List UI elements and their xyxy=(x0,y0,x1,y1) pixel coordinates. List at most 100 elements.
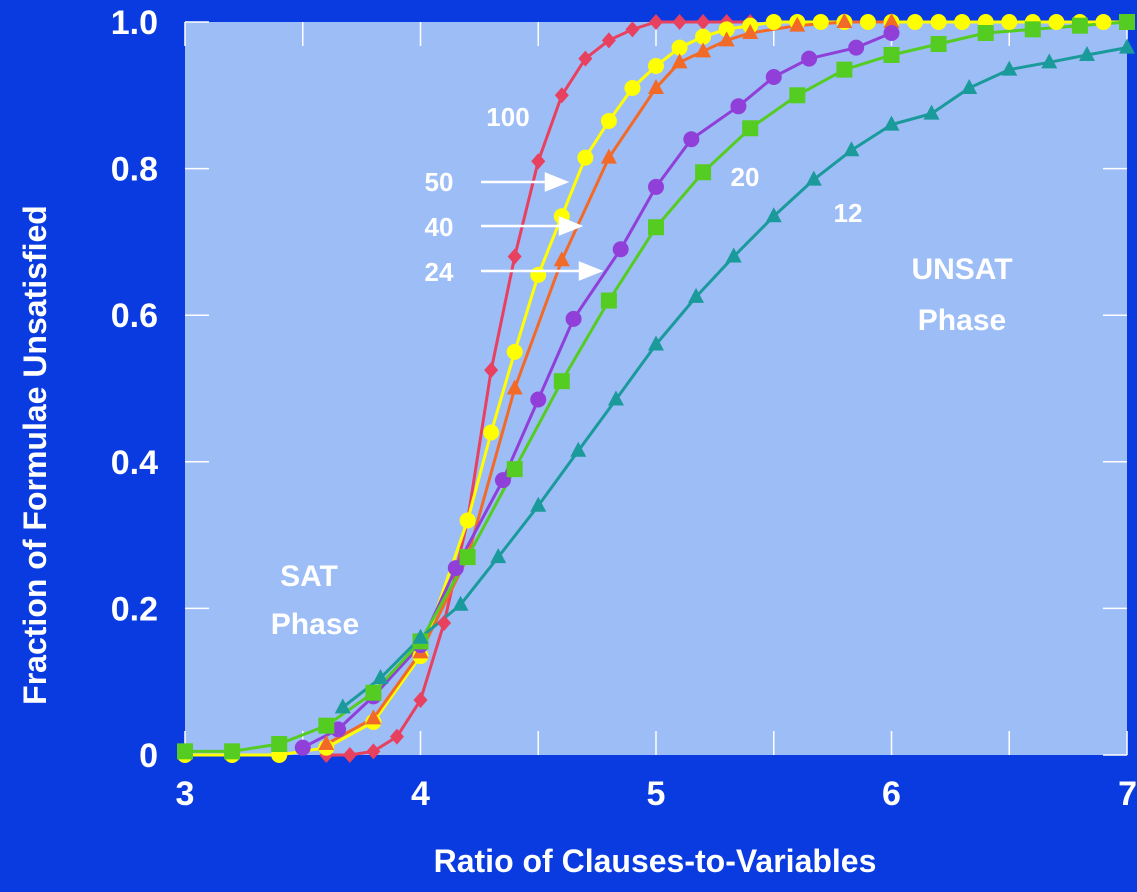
data-point-50 xyxy=(1095,14,1112,30)
y-tick-label: 0.8 xyxy=(111,151,158,189)
y-tick-label: 0.4 xyxy=(111,444,158,482)
data-point-50 xyxy=(954,14,971,30)
data-point-50 xyxy=(671,39,688,56)
data-point-40 xyxy=(553,251,570,267)
series-label-50: 50 xyxy=(425,167,454,197)
data-point-50 xyxy=(600,112,617,129)
data-point-24 xyxy=(294,739,311,756)
data-point-24 xyxy=(648,178,664,195)
data-point-100 xyxy=(531,153,546,170)
data-point-50 xyxy=(624,79,641,96)
data-point-50 xyxy=(530,266,547,283)
data-point-40 xyxy=(836,13,853,28)
data-point-50 xyxy=(695,28,712,45)
data-point-24 xyxy=(883,24,900,41)
data-point-40 xyxy=(318,735,335,751)
data-point-24 xyxy=(765,68,782,85)
data-point-50 xyxy=(907,14,924,30)
y-axis-title: Fraction of Formulae Unsatisfied xyxy=(17,205,53,705)
data-point-12 xyxy=(490,548,507,564)
series-label-24: 24 xyxy=(425,257,454,287)
data-point-20 xyxy=(600,292,617,309)
data-point-40 xyxy=(648,78,664,94)
data-point-12 xyxy=(530,496,547,512)
y-tick-labels: 0 0.2 0.4 0.6 0.8 1.0 xyxy=(111,4,158,775)
data-point-20 xyxy=(318,717,335,734)
data-point-100 xyxy=(696,14,711,30)
data-point-24 xyxy=(612,241,629,258)
data-point-100 xyxy=(554,87,569,104)
data-point-50 xyxy=(718,21,735,38)
data-point-12 xyxy=(452,595,469,611)
data-point-40 xyxy=(671,53,688,69)
data-point-20 xyxy=(695,164,712,181)
data-point-24 xyxy=(848,39,865,56)
data-point-100 xyxy=(342,747,357,763)
data-point-50 xyxy=(577,149,594,166)
data-point-20 xyxy=(883,46,900,63)
series-label-12: 12 xyxy=(834,198,863,228)
data-point-100 xyxy=(437,615,452,632)
series-line-24 xyxy=(302,31,893,750)
data-point-20 xyxy=(930,35,947,52)
data-point-50 xyxy=(483,424,500,441)
data-point-12 xyxy=(688,287,705,303)
annotation-arrows xyxy=(481,172,604,281)
x-tick-label: 3 xyxy=(176,775,195,813)
data-point-100 xyxy=(601,32,616,49)
x-tick-label: 6 xyxy=(882,775,901,813)
data-point-12 xyxy=(765,207,782,223)
data-point-40 xyxy=(506,379,523,395)
data-point-20 xyxy=(742,120,759,137)
data-point-50 xyxy=(930,14,947,30)
data-point-100 xyxy=(413,692,428,709)
data-point-12 xyxy=(843,141,860,157)
sat-phase-label-line1: SAT xyxy=(280,560,338,593)
data-point-20 xyxy=(1119,14,1135,30)
data-point-100 xyxy=(649,14,663,30)
y-tick-label: 0.2 xyxy=(111,590,158,628)
data-point-12 xyxy=(1119,38,1135,54)
data-point-12 xyxy=(1078,45,1095,61)
data-point-20 xyxy=(977,24,994,41)
data-point-20 xyxy=(224,743,241,760)
plot-area xyxy=(185,22,1127,755)
series-markers xyxy=(177,13,1135,763)
series-label-100: 100 xyxy=(486,102,529,132)
data-point-50 xyxy=(506,343,523,360)
data-point-40 xyxy=(718,31,735,47)
data-point-50 xyxy=(648,57,664,74)
data-point-12 xyxy=(372,669,389,685)
arrow-50-head xyxy=(544,172,570,192)
data-point-12 xyxy=(648,335,664,351)
y-tick-label: 0.6 xyxy=(111,297,158,335)
x-axis-title: Ratio of Clauses-to-Variables xyxy=(434,843,877,879)
data-point-12 xyxy=(961,78,978,94)
sat-phase-label-line2: Phase xyxy=(271,608,359,641)
data-point-12 xyxy=(1041,53,1058,69)
data-point-50 xyxy=(1001,14,1018,30)
data-point-12 xyxy=(805,170,822,186)
data-point-50 xyxy=(765,14,782,30)
data-point-50 xyxy=(459,512,476,529)
y-tick-label: 1.0 xyxy=(111,4,158,42)
series-label-20: 20 xyxy=(731,162,760,192)
data-point-100 xyxy=(389,728,404,745)
x-tick-label: 4 xyxy=(411,775,430,813)
data-point-40 xyxy=(742,23,759,39)
data-point-20 xyxy=(789,87,806,104)
data-point-24 xyxy=(730,98,747,115)
x-tick-label: 5 xyxy=(647,775,666,813)
data-point-50 xyxy=(1048,14,1065,30)
data-point-40 xyxy=(789,16,806,32)
data-point-20 xyxy=(1024,21,1041,38)
data-point-20 xyxy=(648,219,664,236)
data-point-20 xyxy=(553,373,570,390)
y-tick-label: 0 xyxy=(139,737,158,775)
arrow-24-head xyxy=(578,261,604,281)
data-point-40 xyxy=(695,42,712,58)
data-point-100 xyxy=(507,248,522,265)
unsat-phase-label-line1: UNSAT xyxy=(911,253,1012,286)
x-tick-label: 7 xyxy=(1118,775,1137,813)
